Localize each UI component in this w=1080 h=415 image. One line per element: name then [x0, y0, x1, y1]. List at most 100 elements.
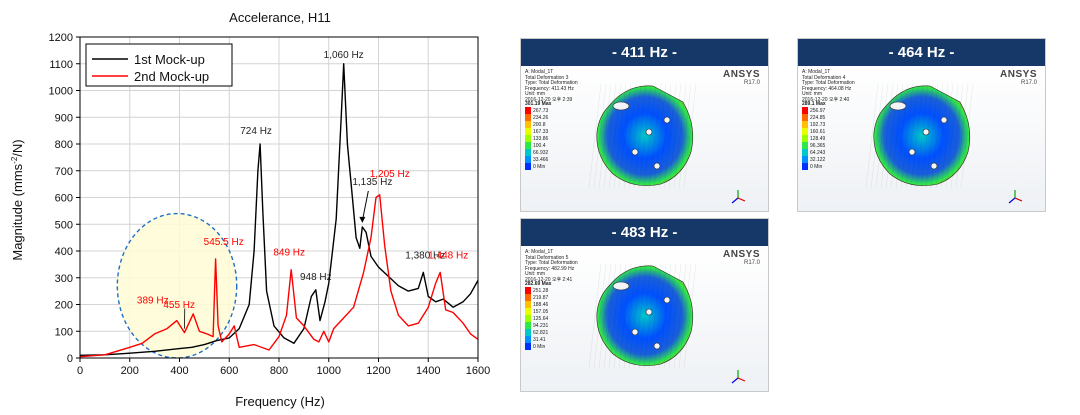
mesh-line [638, 263, 652, 369]
series-lines [79, 63, 479, 358]
mesh-line [598, 263, 612, 369]
mesh-line [905, 83, 919, 189]
mesh-line [613, 263, 627, 369]
color-legend: 301.19 Max 267.73 234.26 200.8 167.33 133.86… [525, 101, 552, 170]
mesh-line [618, 83, 632, 189]
mesh-line [628, 263, 642, 369]
mesh-line [925, 83, 939, 189]
colorbar-row: 100.4 [525, 142, 551, 149]
mode-panel-body: A: Modal_1T Total Deformation 4 Type: To… [798, 66, 1045, 211]
peak-label: 389 Hz [137, 296, 169, 307]
colorbar-row: 66.932 [525, 149, 551, 156]
plate-hole [922, 128, 930, 136]
mesh-line [593, 263, 607, 369]
mesh-line [668, 83, 682, 189]
x-tick-label: 1000 [317, 365, 341, 377]
colorbar-row: 188.46 [525, 301, 551, 308]
colorbar-swatch [525, 156, 531, 163]
mesh-line [608, 263, 622, 369]
y-tick-label: 400 [55, 246, 73, 258]
y-tick-label: 800 [55, 139, 73, 151]
mesh-line [663, 263, 677, 369]
mesh-line [613, 83, 627, 189]
mesh-line [623, 83, 637, 189]
mode-panel-body: A: Modal_1T Total Deformation 5 Type: To… [521, 246, 768, 391]
colorbar-label: 94.231 [533, 322, 549, 329]
arrowhead-1135 [359, 216, 366, 223]
peak-label: 455 Hz [163, 300, 195, 311]
colorbar-label: 100.4 [533, 142, 546, 149]
mode-panel-464: - 464 Hz - A: Modal_1T Total Deformation… [797, 38, 1046, 212]
mesh-line [618, 263, 632, 369]
colorbar-swatch [525, 315, 531, 322]
mesh-line [910, 83, 924, 189]
deformed-plate-image [588, 83, 697, 189]
colorbar-label: 0 Min [533, 163, 546, 170]
color-legend: 289.1 Max 256.97 224.85 192.73 160.61 128.49… [802, 101, 826, 170]
mesh-line [588, 83, 602, 189]
legend-label-2: 2nd Mock-up [134, 69, 209, 84]
colorbar-label: 31.41 [533, 336, 546, 343]
mesh-line [603, 263, 617, 369]
colorbar-swatch [525, 294, 531, 301]
x-tick-label: 600 [220, 365, 238, 377]
plate-hole [631, 328, 639, 336]
mode-panel-411: - 411 Hz - A: Modal_1T Total Deformation… [520, 38, 769, 212]
y-axis-label: Magnitude (mms-2/N) [10, 139, 25, 260]
colorbar-label: 32.122 [810, 156, 826, 163]
colorbar-row: 31.41 [525, 336, 551, 343]
colorbar-swatch [802, 142, 808, 149]
colorbar-label: 133.86 [533, 135, 549, 142]
colorbar-swatch [802, 163, 808, 170]
peak-label: 1,380 Hz [405, 250, 445, 261]
chart-title: Accelerance, H11 [229, 10, 331, 25]
mesh-line [875, 83, 889, 189]
mesh-line [870, 83, 884, 189]
mesh-line [648, 83, 662, 189]
mesh-line [638, 83, 652, 189]
colorbar-swatch [802, 149, 808, 156]
mesh-line [960, 83, 974, 189]
mesh-line [593, 83, 607, 189]
colorbar-label: 160.61 [810, 128, 826, 135]
mesh-line [880, 83, 894, 189]
x-tick-label: 400 [170, 365, 188, 377]
colorbar-swatch [802, 128, 808, 135]
mesh-line [663, 83, 677, 189]
axis-triad-icon [1008, 190, 1023, 204]
peak-label: 1,060 Hz [324, 50, 364, 61]
deformed-plate-image [588, 263, 697, 369]
annotations: 1,060 Hz 724 Hz 1,135 Hz1,205 Hz 849 Hz 948 … [137, 50, 468, 329]
y-tick-label: 600 [55, 193, 73, 205]
plate-hole [663, 296, 671, 304]
colorbar-row: 192.73 [802, 121, 826, 128]
colorbar-swatch [525, 107, 531, 114]
colorbar-row: 64.243 [802, 149, 826, 156]
mesh-line [885, 83, 899, 189]
plate-hole [645, 128, 653, 136]
plate-shape [596, 85, 694, 186]
colorbar: 256.97 224.85 192.73 160.61 128.49 96.365 64.2… [802, 107, 826, 170]
colorbar-row: 0 Min [525, 163, 551, 170]
colorbar-row: 219.87 [525, 294, 551, 301]
colorbar-swatch [525, 135, 531, 142]
peak-label: 545.5 Hz [204, 237, 244, 248]
colorbar-swatch [525, 308, 531, 315]
mesh-line [648, 263, 662, 369]
colorbar-label: 128.49 [810, 135, 826, 142]
mode-panel-body: A: Modal_1T Total Deformation 3 Type: To… [521, 66, 768, 211]
mode-info-text: A: Modal_1T Total Deformation 5 Type: To… [525, 249, 578, 283]
plate-hole [631, 148, 639, 156]
colorbar: 267.73 234.26 200.8 167.33 133.86 100.4 66.932… [525, 107, 551, 170]
color-legend: 282.69 Max 251.28 219.87 188.46 157.05 125.6… [525, 281, 552, 350]
colorbar-label: 64.243 [810, 149, 826, 156]
ansys-logo: ANSYS R17.0 [723, 69, 760, 86]
colorbar-swatch [525, 329, 531, 336]
colorbar-row: 33.466 [525, 156, 551, 163]
colorbar-row: 256.97 [802, 107, 826, 114]
plate-hole [653, 342, 661, 350]
mode-panel-header: - 464 Hz - [798, 39, 1045, 66]
arrow-1135 [361, 190, 369, 222]
ansys-logo: ANSYS R17.0 [723, 249, 760, 266]
y-tick-label: 1200 [49, 32, 73, 44]
